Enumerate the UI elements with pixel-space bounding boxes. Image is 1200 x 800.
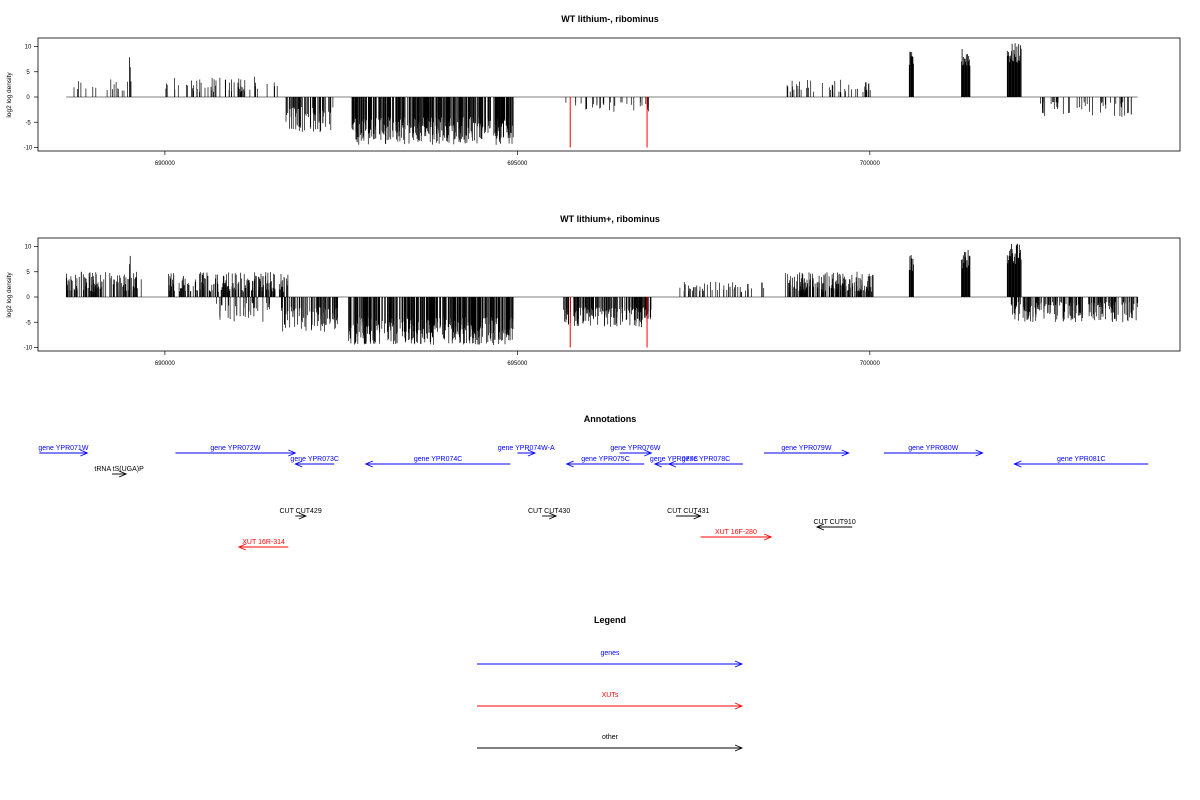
feature-arrow-head [288,449,297,457]
feature-arrow-head [1013,460,1022,468]
feature-label: gene YPR078C [682,456,731,463]
feature-arrow-head [565,460,574,468]
coverage-bars [65,243,1139,348]
feature-label: gene YPR080W [908,445,958,452]
feature-arrow-head [237,543,247,551]
feature-label: XUT 16F-280 [715,529,757,536]
axes: 690000 695000 700000 -10 -5 0 5 10 [24,45,881,168]
y-tick-label: -5 [25,320,31,326]
x-tick-label: 690000 [155,161,176,167]
y-axis-label: log2 log density [6,72,13,118]
feature-label: gene YPR077C [650,456,699,463]
feature-label: tRNA tS(UGA)P [94,466,144,473]
feature-arrow-head [548,512,558,520]
feature-arrow-head [667,460,677,468]
legend-items: genes XUTs other [477,650,744,752]
y-tick-label: 0 [26,295,30,301]
y-tick-label: 0 [26,95,30,101]
feature-arrow-head [118,470,128,478]
feature-arrow-head [527,449,537,457]
x-tick-label: 700000 [860,161,881,167]
coverage-panel-lithium-plus: WT lithium+, ribominus log2 log density … [6,214,1181,368]
feature-label: CUT CUT431 [667,508,709,515]
feature-label: CUT CUT910 [813,519,855,526]
legend-arrow-head [734,702,744,710]
coverage-bars [66,43,1138,148]
feature-label: gene YPR072W [210,445,260,452]
annotations-panel: Annotations gene YPR071W gene YPR072Wgene… [38,414,1149,551]
y-axis-label: log2 log density [6,272,13,318]
legend-arrow-head [734,660,744,668]
feature-arrow-head [80,449,89,457]
legend-label: XUTs [602,692,619,699]
legend-title: Legend [594,615,626,625]
feature-label: CUT CUT429 [279,508,321,515]
annotations-title: Annotations [584,414,637,424]
legend-arrow-head [734,744,744,752]
legend-label: other [602,734,619,741]
y-tick-label: -10 [24,146,33,152]
feature-arrow-head [693,512,702,520]
feature-arrow-head [841,449,850,457]
feature-label: gene YPR071W [38,445,88,452]
feature-label: gene YPR074C [414,456,463,463]
feature-label: gene YPR074W-A [498,445,555,452]
plot-frame [37,237,1181,352]
legend-label: genes [600,650,620,657]
feature-label: gene YPR079W [781,445,831,452]
feature-arrow-head [815,523,825,531]
feature-arrow-head [763,533,773,541]
y-tick-label: -10 [24,346,33,352]
panel-title-lithium-minus: WT lithium-, ribominus [561,14,659,24]
feature-arrow-head [364,460,373,468]
axes: 690000 695000 700000 -10 -5 0 5 10 [24,245,881,368]
y-tick-label: 10 [25,245,32,251]
feature-arrow-head [653,460,662,468]
x-tick-label: 695000 [507,161,528,167]
feature-arrow-head [298,512,308,520]
feature-label: gene YPR081C [1057,456,1106,463]
x-tick-label: 690000 [155,361,176,367]
feature-label: CUT CUT430 [528,508,570,515]
feature-label: gene YPR076W [610,445,660,452]
feature-label: XUT 16R-314 [242,539,285,546]
panel-title-lithium-plus: WT lithium+, ribominus [560,214,660,224]
feature-arrow-head [294,460,303,468]
annotation-features: gene YPR071W gene YPR072W gene YPR073C gene… [38,445,1149,551]
coverage-panel-lithium-minus: WT lithium-, ribominus log2 log density … [6,14,1181,168]
x-tick-label: 695000 [507,361,528,367]
feature-label: gene YPR073C [290,456,339,463]
legend-panel: Legend genes XUTs other [477,615,744,752]
plot-frame [37,37,1181,152]
feature-arrow-head [975,449,984,457]
y-tick-label: -5 [25,120,31,126]
y-tick-label: 10 [25,45,32,51]
y-tick-label: 5 [26,70,30,76]
y-tick-label: 5 [26,270,30,276]
feature-label: gene YPR075C [581,456,630,463]
feature-arrow-head [644,449,653,457]
x-tick-label: 700000 [860,361,881,367]
